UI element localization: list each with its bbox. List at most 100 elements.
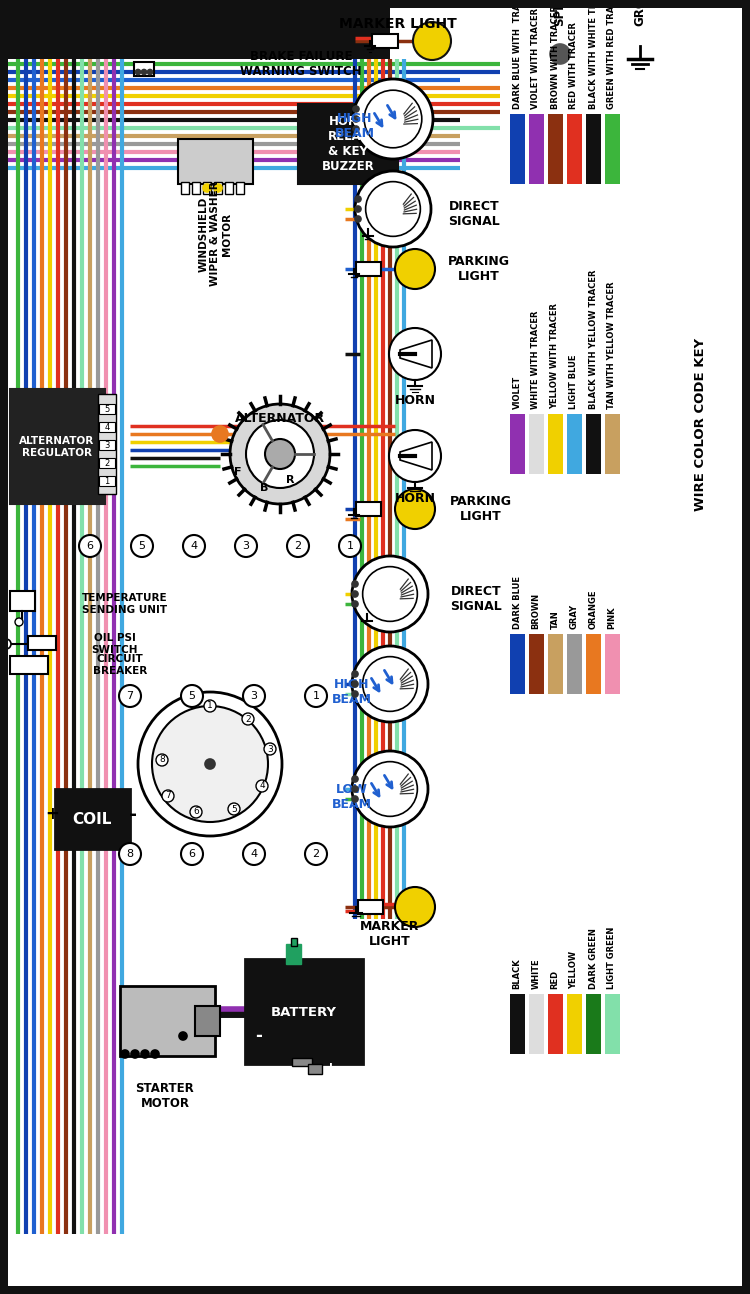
- Bar: [55, 789, 130, 849]
- Bar: [358, 901, 383, 914]
- Text: HIGH
BEAM: HIGH BEAM: [332, 678, 372, 707]
- Circle shape: [355, 171, 431, 247]
- Bar: [567, 994, 582, 1055]
- Text: BATTERY: BATTERY: [271, 1005, 337, 1018]
- Circle shape: [363, 567, 417, 621]
- Text: 5: 5: [231, 805, 237, 814]
- Bar: [605, 114, 620, 184]
- Circle shape: [142, 70, 146, 75]
- Bar: [291, 938, 297, 946]
- Circle shape: [148, 70, 152, 75]
- Bar: [99, 422, 115, 432]
- Circle shape: [243, 842, 265, 864]
- Bar: [742, 0, 750, 1294]
- Text: ORANGE: ORANGE: [589, 590, 598, 629]
- Circle shape: [353, 116, 359, 122]
- Text: GROUND: GROUND: [634, 0, 646, 26]
- Text: ALTERNATOR: ALTERNATOR: [235, 411, 325, 424]
- Bar: [120, 986, 215, 1056]
- Bar: [586, 114, 601, 184]
- Bar: [99, 476, 115, 487]
- Bar: [529, 414, 544, 474]
- Text: 2: 2: [245, 714, 250, 723]
- Text: WIRE COLOR CODE KEY: WIRE COLOR CODE KEY: [694, 338, 706, 511]
- Circle shape: [550, 44, 570, 63]
- Polygon shape: [400, 340, 432, 367]
- Circle shape: [352, 556, 428, 631]
- Bar: [0, 1286, 750, 1294]
- Circle shape: [138, 692, 282, 836]
- Bar: [203, 182, 211, 194]
- Text: 4: 4: [251, 849, 257, 859]
- Circle shape: [15, 619, 23, 626]
- Text: BRAKE FAILURE
WARNING SWITCH: BRAKE FAILURE WARNING SWITCH: [240, 50, 362, 78]
- Bar: [567, 114, 582, 184]
- Circle shape: [352, 646, 428, 722]
- Circle shape: [162, 791, 174, 802]
- Circle shape: [181, 685, 203, 707]
- Text: GREEN WITH RED TRACER: GREEN WITH RED TRACER: [608, 0, 616, 109]
- Circle shape: [355, 195, 361, 202]
- Circle shape: [203, 184, 211, 192]
- Text: WHITE: WHITE: [532, 959, 541, 989]
- Bar: [372, 34, 398, 48]
- Circle shape: [352, 751, 428, 827]
- Circle shape: [363, 762, 417, 817]
- Circle shape: [243, 685, 265, 707]
- Text: GRAY: GRAY: [569, 604, 578, 629]
- Bar: [510, 114, 525, 184]
- Text: WHITE WITH TRACER: WHITE WITH TRACER: [532, 311, 541, 409]
- Bar: [0, 0, 390, 60]
- Text: 8: 8: [159, 756, 165, 765]
- Text: LIGHT BLUE: LIGHT BLUE: [569, 355, 578, 409]
- Bar: [529, 114, 544, 184]
- Bar: [529, 994, 544, 1055]
- Text: STARTER
MOTOR: STARTER MOTOR: [136, 1082, 194, 1110]
- Bar: [548, 634, 563, 694]
- Text: 4: 4: [104, 423, 110, 431]
- Circle shape: [355, 216, 361, 223]
- Text: ALTERNATOR
REGULATOR: ALTERNATOR REGULATOR: [20, 436, 94, 458]
- Bar: [178, 138, 253, 184]
- Text: 3: 3: [267, 744, 273, 753]
- Circle shape: [246, 421, 314, 488]
- Circle shape: [352, 581, 358, 587]
- Text: 7: 7: [127, 691, 134, 701]
- Circle shape: [363, 656, 417, 712]
- Circle shape: [305, 842, 327, 864]
- Text: 3: 3: [104, 440, 110, 449]
- Circle shape: [353, 79, 433, 159]
- Bar: [586, 994, 601, 1055]
- Circle shape: [265, 439, 295, 468]
- Circle shape: [389, 327, 441, 380]
- Text: HORN
RELAY
& KEY
BUZZER: HORN RELAY & KEY BUZZER: [322, 115, 374, 173]
- Circle shape: [79, 534, 101, 556]
- Text: 2: 2: [295, 541, 302, 551]
- Text: LIGHT GREEN: LIGHT GREEN: [608, 927, 616, 989]
- Text: LOW
BEAM: LOW BEAM: [332, 783, 372, 811]
- Circle shape: [242, 713, 254, 725]
- Circle shape: [119, 842, 141, 864]
- Circle shape: [339, 534, 361, 556]
- Bar: [298, 104, 398, 184]
- Text: BLACK WITH YELLOW TRACER: BLACK WITH YELLOW TRACER: [589, 269, 598, 409]
- Circle shape: [151, 1049, 159, 1058]
- Text: 1: 1: [313, 691, 320, 701]
- Bar: [605, 414, 620, 474]
- Text: 7: 7: [165, 792, 171, 801]
- Circle shape: [1, 639, 11, 650]
- Bar: [214, 182, 222, 194]
- Bar: [605, 994, 620, 1055]
- Circle shape: [352, 785, 358, 792]
- Text: 5: 5: [188, 691, 196, 701]
- Circle shape: [353, 106, 359, 113]
- Text: DARK GREEN: DARK GREEN: [589, 928, 598, 989]
- Bar: [356, 261, 381, 276]
- Bar: [99, 440, 115, 450]
- Text: PARKING
LIGHT: PARKING LIGHT: [450, 496, 512, 523]
- Text: BROWN WITH TRACER: BROWN WITH TRACER: [550, 5, 560, 109]
- Circle shape: [352, 796, 358, 802]
- Text: PARKING
LIGHT: PARKING LIGHT: [448, 255, 510, 283]
- Text: SPLICE: SPLICE: [554, 0, 566, 26]
- Text: 1: 1: [207, 701, 213, 710]
